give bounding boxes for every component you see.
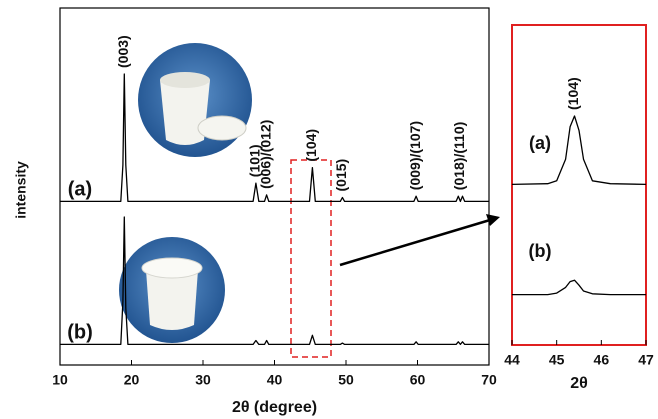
peak-label: (003) [115,35,131,68]
x-tick-label: 44 [504,352,520,368]
series-label: (b) [67,321,93,343]
x-tick-label: 70 [481,372,497,388]
plot-frame [512,25,646,345]
peak-label: (009)/(107) [407,121,423,190]
peak-label: (104) [565,77,581,110]
trace [60,74,489,201]
x-tick-label: 60 [410,372,426,388]
arrow [340,220,490,265]
arrow-head [486,214,500,226]
x-tick-label: 45 [549,352,565,368]
series-label: (a) [529,133,551,153]
x-tick-label: 50 [338,372,354,388]
x-tick-label: 10 [52,372,68,388]
peak-label: (018)/(110) [451,122,467,190]
x-tick-label: 40 [267,372,283,388]
peak-label: (015) [333,159,349,192]
x-tick-label: 46 [594,352,610,368]
series-label: (a) [68,178,92,200]
x-tick-label: 47 [638,352,654,368]
x-tick-label: 20 [124,372,140,388]
trace [512,280,646,294]
peak-label: (104) [303,129,319,162]
peak-label: (006)/(012) [257,120,273,189]
x-tick-label: 30 [195,372,211,388]
x-axis-label: 2θ (degree) [232,399,317,416]
series-label: (b) [529,241,552,261]
photo-crucible-lid [138,43,252,157]
photo-crucible-covered [119,237,225,343]
x-axis-label: 2θ [570,375,588,392]
figure: intensity 10 20 30 40 50 60 70 2θ (degree) (a) (b… [0,0,658,419]
y-axis-label: intensity [13,161,29,219]
